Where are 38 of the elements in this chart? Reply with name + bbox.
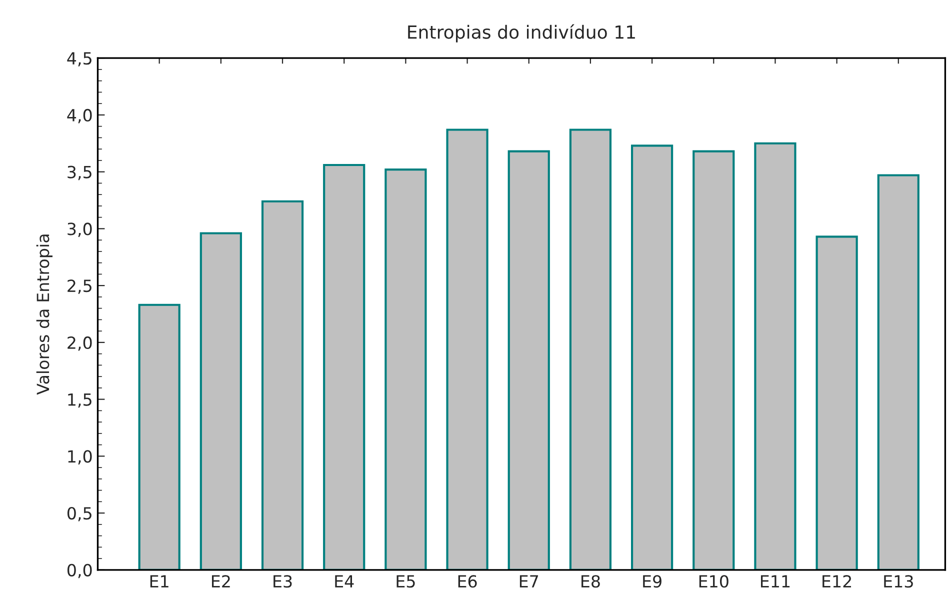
bar <box>569 128 612 570</box>
y-tick-label: 2,5 <box>68 280 92 294</box>
bar <box>508 150 550 570</box>
y-tick-label: 1,0 <box>68 450 92 464</box>
bar <box>877 174 920 570</box>
x-tick-label: E4 <box>335 575 354 588</box>
x-tick-label: E3 <box>274 575 292 588</box>
x-tick-label: E10 <box>699 575 728 588</box>
bar <box>754 142 796 570</box>
bar <box>630 144 674 570</box>
bar <box>384 168 427 570</box>
y-tick-label: 4,5 <box>67 52 92 66</box>
bar <box>261 200 304 570</box>
x-tick-label: E2 <box>212 575 230 588</box>
x-tick-label: E1 <box>150 575 168 588</box>
y-tick-label: 0,0 <box>67 564 92 578</box>
x-tick-label: E13 <box>884 575 913 588</box>
x-tick-label: E8 <box>582 575 600 588</box>
x-tick-label: E7 <box>520 575 538 588</box>
y-tick-label: 0,5 <box>67 507 92 522</box>
chart-title: Entropias do indivíduo 11 <box>408 24 635 42</box>
x-tick-label: E6 <box>458 575 477 588</box>
bar <box>200 232 242 570</box>
x-tick-label: E5 <box>396 575 415 588</box>
y-tick-label: 3,0 <box>68 222 92 237</box>
y-axis-title: Valores da Entropia <box>36 234 52 395</box>
y-tick-label: 4,0 <box>67 108 92 124</box>
y-tick-label: 2,0 <box>68 336 92 351</box>
y-tick-label: 1,5 <box>68 393 92 408</box>
y-tick-label: 3,5 <box>68 166 92 180</box>
bar <box>816 236 858 570</box>
bar <box>692 150 735 570</box>
x-tick-label: E9 <box>643 575 662 588</box>
bar <box>323 164 366 570</box>
x-tick-label: E12 <box>822 575 852 588</box>
x-tick-label: E11 <box>760 575 790 588</box>
bar <box>446 128 488 570</box>
bar <box>138 304 180 570</box>
